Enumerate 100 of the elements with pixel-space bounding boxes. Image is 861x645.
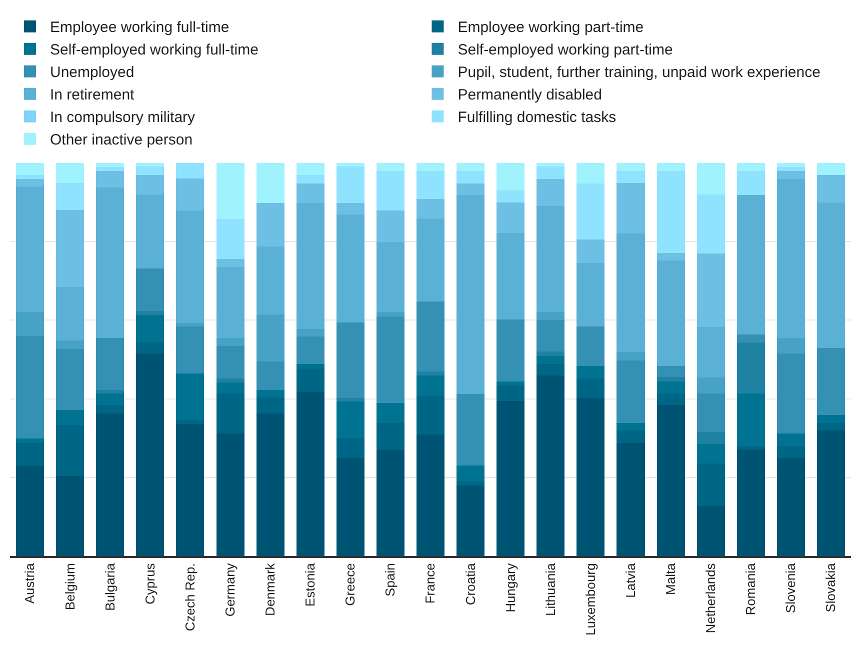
x-tick-label: Cyprus <box>142 562 158 604</box>
bar <box>776 446 805 458</box>
bar <box>376 450 404 556</box>
bar <box>696 253 725 327</box>
bar <box>496 202 525 233</box>
bar <box>816 430 845 556</box>
bar <box>416 395 445 435</box>
x-tick-label: Estonia <box>302 562 318 607</box>
legend-label: Other inactive person <box>50 132 193 149</box>
bar <box>96 163 124 167</box>
x-tick-label: Latvia <box>622 562 638 598</box>
bar <box>616 422 645 431</box>
bar <box>536 312 565 320</box>
bar <box>176 424 204 556</box>
bar <box>416 170 445 199</box>
bar <box>456 466 485 482</box>
bar <box>336 402 364 438</box>
bar <box>336 322 364 398</box>
x-tick-label: Slovakia <box>823 562 838 612</box>
bar <box>376 403 404 423</box>
bar <box>56 425 84 476</box>
bar <box>616 183 645 234</box>
bar <box>56 163 84 184</box>
bar <box>376 170 404 211</box>
x-tick-label: Germany <box>222 562 238 617</box>
bar <box>776 458 805 556</box>
bar <box>16 175 44 180</box>
bar <box>216 394 244 434</box>
bar <box>216 338 244 346</box>
bar <box>416 301 445 372</box>
bar <box>776 433 805 446</box>
bar <box>336 438 364 458</box>
bar <box>336 214 364 323</box>
bar <box>536 364 565 376</box>
bar <box>296 183 324 204</box>
bar <box>576 366 605 378</box>
bar <box>576 183 605 240</box>
legend-label: Pupil, student, further training, unpaid work experience <box>458 64 820 82</box>
bar <box>136 163 164 167</box>
bar <box>696 194 725 254</box>
bar <box>736 450 765 556</box>
bar <box>136 166 164 175</box>
bar <box>376 242 404 312</box>
bar <box>816 174 845 203</box>
bar <box>456 170 485 184</box>
bar <box>176 420 204 424</box>
bar <box>536 166 565 180</box>
bar <box>576 378 605 398</box>
bar <box>696 163 725 194</box>
bar <box>176 326 204 374</box>
x-tick-label: Greece <box>342 563 358 606</box>
bar <box>576 326 605 366</box>
bar <box>16 443 44 466</box>
bar <box>576 163 605 184</box>
x-tick-label: Bulgaria <box>102 562 118 611</box>
bar <box>456 485 485 556</box>
bar <box>496 385 525 401</box>
bar <box>136 194 164 269</box>
x-tick-label: Luxembourg <box>582 563 598 636</box>
bar <box>136 315 164 343</box>
bar <box>296 328 324 337</box>
x-tick-label: Croatia <box>462 562 478 606</box>
bar <box>56 410 84 426</box>
bar <box>176 210 204 323</box>
bar <box>376 312 404 317</box>
bar <box>16 336 44 438</box>
bar <box>296 336 324 364</box>
bar <box>376 210 404 242</box>
bar <box>816 348 845 415</box>
bar <box>576 398 605 556</box>
bar <box>216 346 244 378</box>
bar <box>736 446 765 450</box>
bar <box>376 422 404 450</box>
bar <box>616 430 645 443</box>
legend-label: Self-employed working full-time <box>50 42 258 59</box>
bar <box>56 183 84 210</box>
bar <box>56 340 84 349</box>
bar <box>696 326 725 378</box>
bar <box>256 361 284 390</box>
bar <box>736 163 765 171</box>
bar <box>456 183 485 196</box>
bar <box>456 195 485 394</box>
legend-label: In compulsory military <box>50 109 196 126</box>
bar <box>56 210 84 288</box>
bar <box>96 394 124 406</box>
bar <box>536 206 565 312</box>
bar <box>736 394 765 446</box>
bar <box>336 398 364 402</box>
bar <box>456 394 485 466</box>
bar <box>296 364 324 369</box>
bar <box>416 434 445 556</box>
bar <box>336 458 364 556</box>
bar <box>536 376 565 556</box>
x-tick-label: Czech Rep. <box>182 563 198 632</box>
legend-label: Permanently disabled <box>458 86 602 104</box>
bar <box>96 413 124 556</box>
legend-label: Employee working full-time <box>50 19 230 36</box>
bar <box>56 476 84 556</box>
bar <box>296 174 324 184</box>
bar <box>656 163 685 171</box>
